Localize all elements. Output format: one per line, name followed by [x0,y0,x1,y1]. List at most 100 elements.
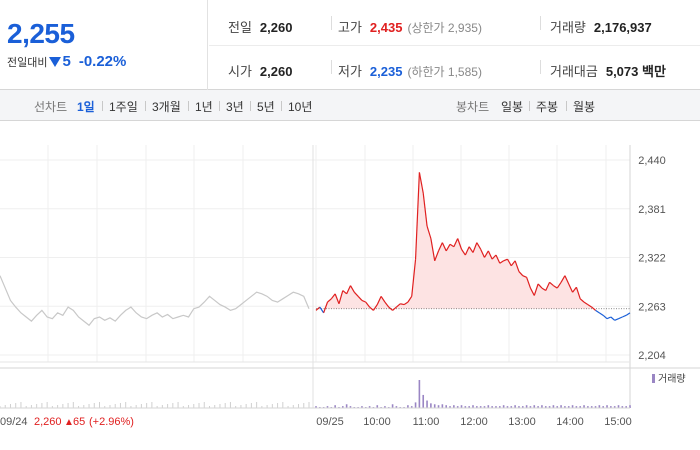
price-chart-svg: 2,440 2,381 2,322 2,263 2,204 거래량 09/24 … [0,145,700,428]
current-price: 2,255 [7,18,75,49]
volume-bar [548,406,551,408]
volume-bar [483,406,486,408]
prev-day-volume-bar [188,405,190,408]
prev-day-volume-bar [219,404,221,408]
prev-day-volume-bar [203,402,205,408]
today-price-segment [533,283,539,296]
volume-bar [437,405,440,408]
today-price-segment [518,271,524,277]
price-chart[interactable]: 2,440 2,381 2,322 2,263 2,204 거래량 09/24 … [0,122,700,450]
prev-day-volume-bar [99,402,101,408]
volume-bar [510,406,513,408]
plot-area [0,145,630,362]
volume-bar [499,406,501,408]
volume-bar [571,405,574,408]
candle-daily-tab[interactable]: 일봉 [501,100,524,114]
up-area-fill [316,172,630,309]
today-price-segment [599,312,604,316]
today-price-segment [349,285,355,293]
volume-bar [606,405,608,408]
volume-bar [349,406,352,408]
price-change-row: 전일대비 5 -0.22% [7,53,126,70]
volume-bar [315,406,317,408]
today-price-segment [537,283,543,289]
volume-bar [594,406,597,408]
today-price-segment [414,172,420,260]
today-price-segment [315,306,321,311]
today-price-segment [445,243,451,252]
prev-close-label: 전일 [228,20,252,35]
volume-bar [560,405,562,408]
today-price-segment [372,304,378,311]
x-tick-label: 15:00 [604,416,632,428]
today-price-segment [614,318,619,321]
divider [281,101,282,111]
today-price-segment [418,172,424,194]
today-price-segment [461,248,466,256]
change-label: 전일대비 [7,56,48,69]
open-cell: 시가 2,260 [228,61,292,80]
y-tick-label: 2,204 [638,350,666,362]
volume-bar [525,405,528,408]
today-price-segment [583,301,589,306]
prev-day-volume-bar [266,405,268,408]
today-price-segment [541,287,547,292]
candle-monthly-tab[interactable]: 월봉 [573,100,596,114]
prev-day-volume-bar [140,404,142,408]
prev-day-volume-bar [62,404,64,408]
today-price-segment [353,291,359,297]
volume-bar [518,406,520,408]
today-price-segment [319,306,325,314]
today-price-segment [503,258,508,262]
low-label: 저가 [338,64,362,79]
period-1w-tab[interactable]: 1주일 [109,100,138,114]
volume-bar [326,406,329,408]
today-price-segment [365,301,371,308]
upper-limit-text: (상한가 2,935) [407,21,482,35]
prev-day-volume-bar [151,402,153,408]
prev-day-volume-bar [72,402,74,408]
period-10y-tab[interactable]: 10년 [288,100,313,114]
period-3y-tab[interactable]: 3년 [226,100,244,114]
today-price-segment [483,250,489,258]
prev-day-volume-bar [67,403,69,408]
candle-weekly-tab[interactable]: 주봉 [536,100,559,114]
prev-day-volume-bar [198,403,200,408]
today-price-segment [380,296,386,303]
prev-day-volume-bar [93,403,95,408]
prev-day-volume-bar [282,402,284,408]
prev-day-volume-bar [303,403,305,408]
volume-bar [544,406,547,408]
period-5y-tab[interactable]: 5년 [257,100,275,114]
prev-day-volume-bar [20,402,22,408]
today-price-segment [411,259,417,297]
volume-bar [617,405,620,408]
y-tick-label: 2,381 [638,204,666,216]
period-1y-tab[interactable]: 1년 [195,100,213,114]
prev-day-volume-bar [57,405,59,408]
prev-day-change-pct-label: (+2.96%) [89,416,134,428]
volume-bar [583,405,585,408]
divider [529,101,530,111]
divider [188,101,189,111]
volume-bar [384,406,386,408]
today-price-segment [422,192,428,227]
divider [540,16,541,30]
period-3m-tab[interactable]: 3개월 [152,100,181,114]
y-tick-label: 2,263 [638,301,666,313]
today-price-segment [392,306,397,311]
x-tick-label: 11:00 [413,416,440,428]
prev-day-date-label: 09/24 [0,416,28,428]
today-price-segment [396,303,401,308]
volume-bar [456,406,459,408]
volume-bar [613,406,616,408]
divider [219,101,220,111]
volume-legend-swatch [652,374,655,383]
divider [566,101,567,111]
period-1d-tab[interactable]: 1일 [77,100,95,114]
today-price-segment [564,275,570,285]
today-price-segment [457,238,463,250]
prev-day-volume-bar [240,405,242,408]
prev-day-volume-bar [208,406,210,408]
today-price-segment [625,312,631,316]
